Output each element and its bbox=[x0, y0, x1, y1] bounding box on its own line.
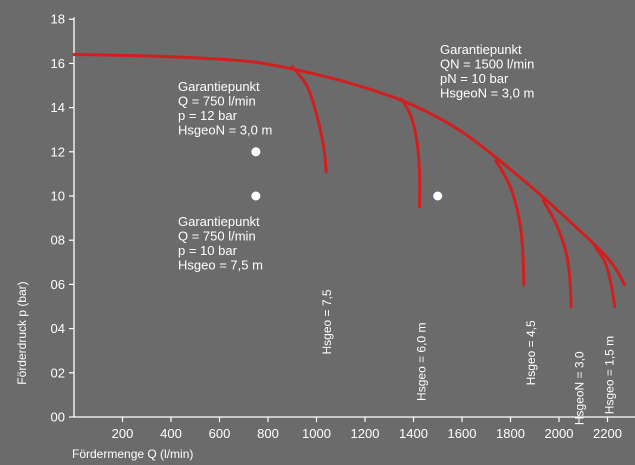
annotation-line: Hsgeo = 7,5 m bbox=[178, 258, 263, 273]
hsgeo-curve-label: Hsgeo = 1,5 m bbox=[603, 336, 617, 414]
x-tick-label: 1400 bbox=[399, 426, 428, 441]
annotations: Garantiepunkt Q = 750 l/min p = 12 bar Hsge… bbox=[178, 42, 534, 273]
annotation-line: pN = 10 bar bbox=[440, 71, 509, 86]
x-tick-label: 1000 bbox=[302, 426, 331, 441]
y-tick-label: 06 bbox=[51, 277, 65, 292]
annotation-line: HsgeoN = 3,0 m bbox=[178, 123, 272, 138]
y-tick-label: 02 bbox=[51, 365, 65, 380]
x-tick-label: 1800 bbox=[496, 426, 525, 441]
x-tick-label: 600 bbox=[209, 426, 231, 441]
x-axis-label: Fördermenge Q (l/min) bbox=[72, 447, 193, 461]
annotation-line: HsgeoN = 3,0 m bbox=[440, 86, 534, 101]
y-tick-label: 04 bbox=[51, 321, 65, 336]
y-axis-label: Förderdruck p (bar) bbox=[15, 281, 29, 384]
y-tick-label: 18 bbox=[51, 12, 65, 27]
y-tick-label: 08 bbox=[51, 233, 65, 248]
annotation-line: p = 12 bar bbox=[178, 108, 238, 123]
curves: Hsgeo = 7,5 Hsgeo = 6,0 m Hsgeo = 4,5 Hsgeo… bbox=[72, 53, 626, 425]
annotation-line: Q = 750 l/min bbox=[178, 94, 256, 109]
tick-labels: 00 02 04 06 08 10 12 14 16 18 200 400 600 800 1000 1200… bbox=[51, 12, 622, 441]
hsgeo-curve-label: Hsgeo = 4,5 bbox=[524, 320, 538, 385]
annotation-line: Garantiepunkt bbox=[440, 42, 522, 57]
y-tick-label: 00 bbox=[51, 410, 65, 425]
hsgeo-curve bbox=[290, 65, 328, 174]
main-pressure-curve bbox=[72, 53, 626, 286]
axes bbox=[69, 17, 635, 422]
hsgeo-curve bbox=[399, 97, 422, 209]
annotation-line: QN = 1500 l/min bbox=[440, 57, 534, 72]
x-tick-label: 1200 bbox=[351, 426, 380, 441]
y-tick-label: 12 bbox=[51, 144, 65, 159]
hsgeo-curve bbox=[541, 198, 573, 308]
guarantee-point-marker bbox=[251, 147, 261, 157]
annotation-line: Q = 750 l/min bbox=[178, 229, 256, 244]
x-tick-label: 400 bbox=[160, 426, 182, 441]
x-tick-label: 2000 bbox=[545, 426, 574, 441]
annotation-line: Garantiepunkt bbox=[178, 214, 260, 229]
x-tick-label: 2200 bbox=[593, 426, 622, 441]
hsgeo-curve bbox=[593, 245, 617, 308]
hsgeo-curve-label: Hsgeo = 7,5 bbox=[320, 289, 334, 354]
y-tick-label: 16 bbox=[51, 56, 65, 71]
annotation-line: p = 10 bar bbox=[178, 243, 238, 258]
guarantee-annotation: Garantiepunkt Q = 750 l/min p = 12 bar Hsge… bbox=[178, 79, 272, 138]
guarantee-point-marker bbox=[251, 191, 261, 201]
guarantee-point-marker bbox=[433, 191, 443, 201]
x-tick-label: 200 bbox=[112, 426, 134, 441]
x-tick-label: 800 bbox=[257, 426, 279, 441]
y-tick-label: 10 bbox=[51, 189, 65, 204]
hsgeo-curve-label: Hsgeo = 6,0 m bbox=[415, 323, 429, 401]
hsgeo-curve-label: HsgeoN = 3,0 bbox=[572, 351, 586, 425]
x-tick-label: 1600 bbox=[448, 426, 477, 441]
guarantee-annotation: Garantiepunkt Q = 750 l/min p = 10 bar Hsge… bbox=[178, 214, 263, 273]
y-tick-label: 14 bbox=[51, 100, 65, 115]
annotation-line: Garantiepunkt bbox=[178, 79, 260, 94]
guarantee-points bbox=[251, 147, 443, 201]
hsgeo-curve bbox=[494, 159, 526, 286]
guarantee-annotation: Garantiepunkt QN = 1500 l/min pN = 10 bar H… bbox=[440, 42, 534, 101]
